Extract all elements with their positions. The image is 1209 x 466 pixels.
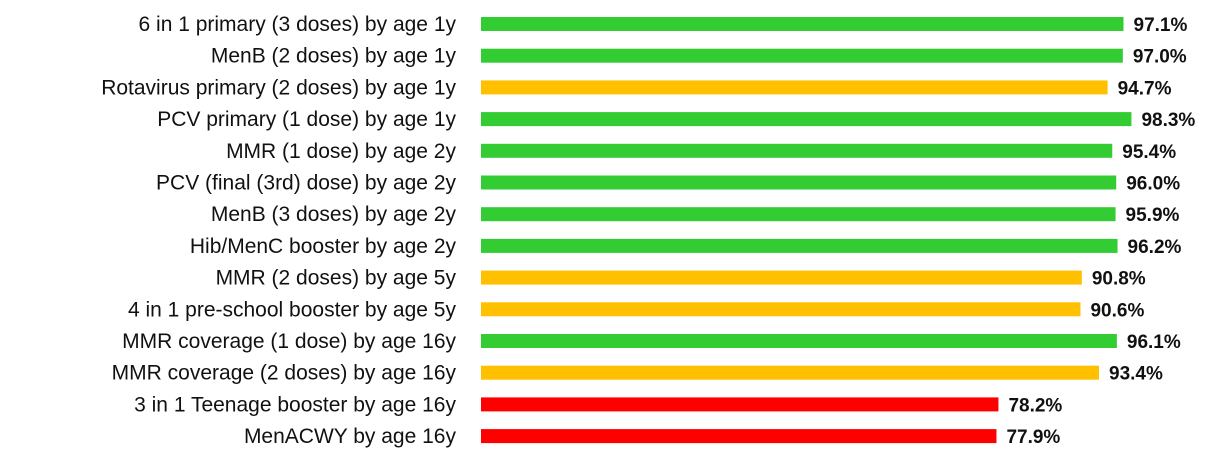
value-label: 96.0% <box>1126 174 1180 195</box>
category-label: 6 in 1 primary (3 doses) by age 1y <box>139 13 457 36</box>
bar <box>481 365 1100 380</box>
bar <box>481 48 1123 63</box>
value-label: 78.2% <box>1008 395 1062 416</box>
value-label: 96.2% <box>1128 237 1182 258</box>
category-label: 4 in 1 pre-school booster by age 5y <box>128 298 457 321</box>
bar <box>481 143 1113 158</box>
bar <box>481 334 1117 348</box>
bar <box>481 207 1116 222</box>
category-label: Rotavirus primary (2 doses) by age 1y <box>101 76 456 99</box>
category-label: PCV (final (3rd) dose) by age 2y <box>156 172 456 195</box>
value-label: 77.9% <box>1006 427 1060 448</box>
bar <box>481 112 1132 127</box>
bar <box>481 302 1081 317</box>
category-label: MenACWY by age 16y <box>244 425 457 448</box>
bar <box>481 270 1082 285</box>
category-label: MenB (3 doses) by age 2y <box>211 203 457 226</box>
category-label: 3 in 1 Teenage booster by age 16y <box>134 393 456 416</box>
value-label: 96.1% <box>1127 332 1181 353</box>
value-label: 95.4% <box>1122 142 1176 163</box>
value-label: 94.7% <box>1118 78 1172 99</box>
value-label: 90.6% <box>1090 300 1144 321</box>
bar <box>481 80 1108 95</box>
category-label: PCV primary (1 dose) by age 1y <box>157 108 456 131</box>
bar <box>481 17 1124 31</box>
value-label: 93.4% <box>1109 364 1163 385</box>
category-label: MenB (2 doses) by age 1y <box>211 45 457 68</box>
category-label: Hib/MenC booster by age 2y <box>190 235 457 258</box>
bar <box>481 397 999 412</box>
bar <box>481 238 1118 253</box>
value-label: 95.9% <box>1126 205 1180 226</box>
bar <box>481 175 1117 190</box>
category-label: MMR coverage (1 dose) by age 16y <box>122 330 456 353</box>
value-label: 97.1% <box>1134 15 1188 36</box>
value-label: 90.8% <box>1092 269 1146 290</box>
value-label: 98.3% <box>1141 110 1195 131</box>
category-label: MMR coverage (2 doses) by age 16y <box>112 362 457 385</box>
value-label: 97.0% <box>1133 47 1187 68</box>
bar <box>481 429 997 444</box>
category-label: MMR (1 dose) by age 2y <box>226 140 456 163</box>
category-label: MMR (2 doses) by age 5y <box>216 267 457 290</box>
